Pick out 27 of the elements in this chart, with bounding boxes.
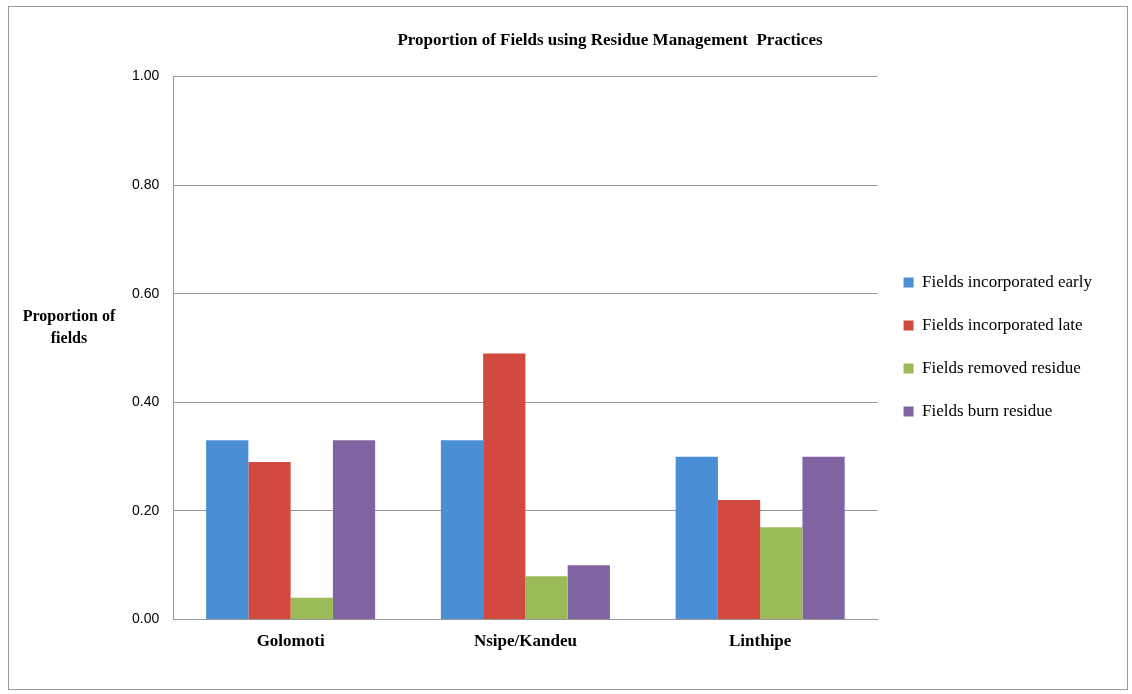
y-tick-label: 0.20 (132, 501, 160, 518)
bar (440, 440, 484, 620)
y-tick-label: 1.00 (132, 67, 160, 84)
bar (760, 527, 803, 620)
x-tick-label: Golomoti (256, 631, 325, 651)
legend-label: Fields incorporated early (922, 271, 1093, 291)
y-tick-label: 0.00 (132, 610, 160, 627)
bar (248, 462, 291, 620)
legend-label: Fields incorporated late (922, 314, 1083, 334)
y-tick-label: 0.40 (132, 393, 160, 410)
y-axis-title: Proportion of fields (21, 306, 117, 348)
bar (483, 353, 526, 620)
legend-label: Fields burn residue (922, 400, 1053, 420)
bar (206, 440, 249, 620)
bar (802, 456, 845, 620)
y-tick-label: 0.80 (132, 175, 160, 192)
bar (717, 500, 761, 620)
bar (525, 576, 568, 620)
bar (675, 456, 718, 620)
x-tick-label: Linthipe (728, 631, 792, 651)
y-tick-label: 0.60 (132, 284, 160, 301)
x-tick-label: Nsipe/Kandeu (473, 631, 577, 651)
chart-title: Proportion of Fields using Residue Management Practices (397, 29, 823, 49)
bar (290, 597, 333, 620)
bar (332, 440, 376, 620)
bar (567, 565, 610, 620)
legend-label: Fields removed residue (922, 357, 1081, 377)
